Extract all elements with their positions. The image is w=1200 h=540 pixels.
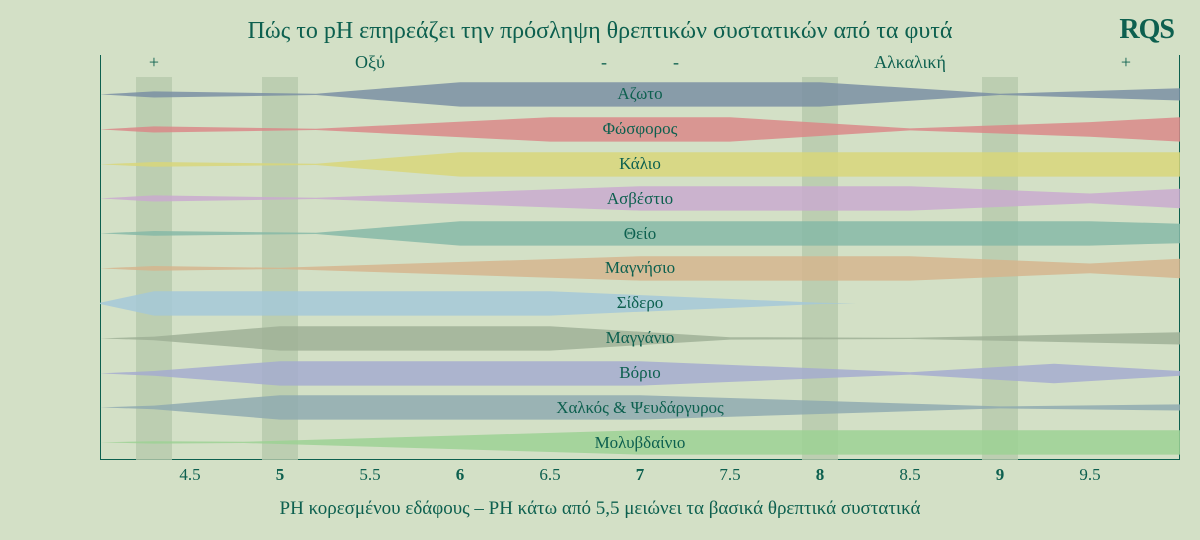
nutrient-label: Αζωτο (617, 84, 662, 104)
nutrient-label: Μαγγάνιο (606, 328, 675, 348)
x-tick: 5.5 (359, 465, 380, 485)
nutrient-row: Μαγνήσιο (100, 251, 1180, 286)
nutrient-label: Βόριο (619, 363, 660, 383)
scale-label: + (1121, 52, 1131, 73)
chart-root: Πώς το pH επηρεάζει την πρόσληψη θρεπτικ… (0, 0, 1200, 540)
nutrient-row: Ασβέστιο (100, 181, 1180, 216)
x-axis: 4.5 5 5.5 6 6.5 7 7.5 8 8.5 9 9.5 (100, 465, 1180, 490)
nutrient-label: Μαγνήσιο (605, 258, 675, 278)
nutrient-label: Φώσφορος (603, 119, 678, 139)
nutrient-row: Χαλκός & Ψευδάργυρος (100, 390, 1180, 425)
scale-label: - (673, 52, 679, 73)
nutrient-label: Θείο (624, 224, 657, 244)
x-tick: 7 (636, 465, 645, 485)
x-tick: 7.5 (719, 465, 740, 485)
nutrient-label: Μολυβδαίνιο (595, 433, 686, 453)
x-tick: 8 (816, 465, 825, 485)
nutrient-row: Μολυβδαίνιο (100, 425, 1180, 460)
chart-area: + Οξύ - - Αλκαλική + Αζωτο Φώσφορος Κάλιο Ασβέστ… (100, 55, 1180, 460)
nutrient-row: Κάλιο (100, 147, 1180, 182)
x-tick: 8.5 (899, 465, 920, 485)
scale-label: Οξύ (355, 52, 385, 73)
nutrient-bands: Αζωτο Φώσφορος Κάλιο Ασβέστιο Θείο Μαγνήσιο Σί… (100, 77, 1180, 460)
x-tick: 9 (996, 465, 1005, 485)
nutrient-row: Βόριο (100, 356, 1180, 391)
scale-label: - (601, 52, 607, 73)
x-tick: 6.5 (539, 465, 560, 485)
chart-caption: PH κορεσμένου εδάφους – PH κάτω από 5,5 … (0, 498, 1200, 520)
nutrient-label: Ασβέστιο (607, 189, 673, 209)
nutrient-row: Σίδερο (100, 286, 1180, 321)
tick-top-right (1179, 55, 1180, 61)
nutrient-label: Χαλκός & Ψευδάργυρος (556, 398, 724, 418)
nutrient-label: Σίδερο (617, 293, 664, 313)
x-tick: 6 (456, 465, 465, 485)
nutrient-row: Μαγγάνιο (100, 321, 1180, 356)
nutrient-row: Αζωτο (100, 77, 1180, 112)
brand-logo: RQS (1119, 14, 1174, 46)
x-tick: 9.5 (1079, 465, 1100, 485)
x-tick: 4.5 (179, 465, 200, 485)
chart-title: Πώς το pH επηρεάζει την πρόσληψη θρεπτικ… (0, 18, 1200, 45)
nutrient-row: Φώσφορος (100, 112, 1180, 147)
nutrient-label: Κάλιο (619, 154, 661, 174)
scale-label: Αλκαλική (874, 52, 946, 73)
nutrient-row: Θείο (100, 216, 1180, 251)
tick-top-left (100, 55, 101, 61)
x-tick: 5 (276, 465, 285, 485)
scale-label: + (149, 52, 159, 73)
